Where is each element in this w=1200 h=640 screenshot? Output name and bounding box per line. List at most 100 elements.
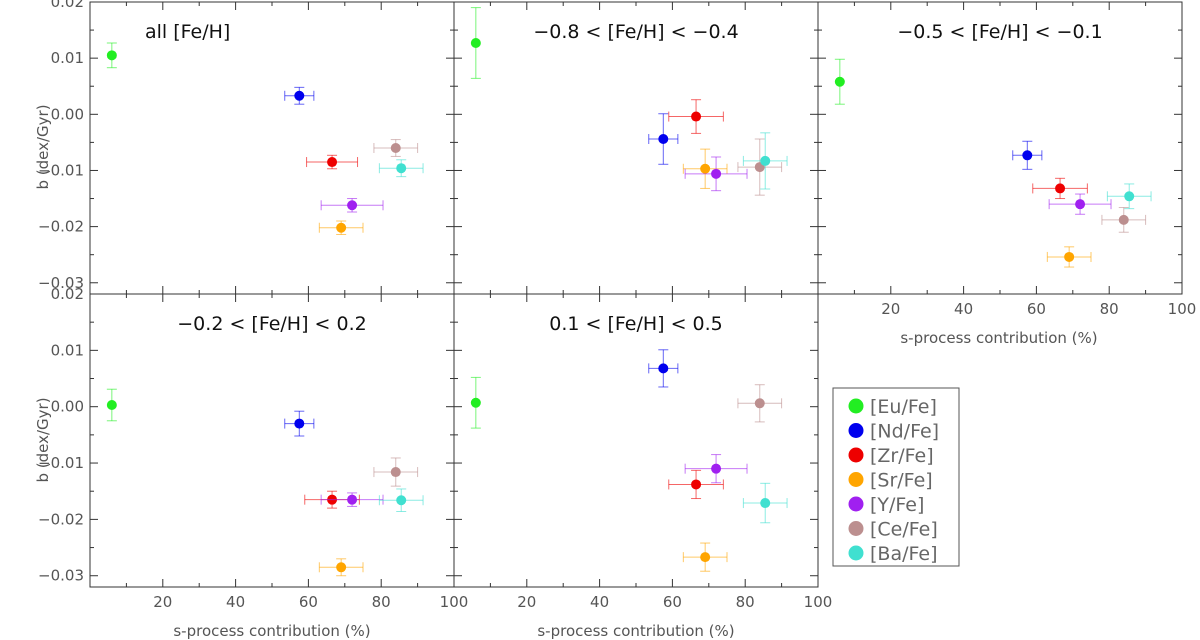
y-tick-label: −0.02 xyxy=(38,218,84,236)
panel-title: −0.5 < [Fe/H] < −0.1 xyxy=(897,21,1102,43)
data-marker xyxy=(658,363,669,374)
x-tick-label: 20 xyxy=(153,593,172,611)
panel-5: 20 40 60 80 100 0.1 < [Fe/H] < 0.5 xyxy=(453,293,832,611)
point-sr xyxy=(682,148,728,189)
y-axis-title-bottom: b (dex/Gyr) xyxy=(34,397,52,482)
point-ce xyxy=(373,139,419,157)
x-tick-label: 60 xyxy=(1027,300,1046,318)
point-eu xyxy=(834,58,845,105)
panels-layer: 0.02 0.01 0.00 −0.01 −0.02 −0.03 all [Fe/H] −0.… xyxy=(38,0,1196,611)
legend-item: [Eu/Fe] xyxy=(848,396,937,418)
data-marker xyxy=(1124,191,1135,202)
panel-4: 20 40 60 80 100 0.02 0.01 0.00 −0.01 −0.02 −0.03 −0… xyxy=(38,285,468,611)
legend-label: [Zr/Fe] xyxy=(870,445,934,467)
y-tick-label: 0.00 xyxy=(51,105,84,123)
point-zr xyxy=(668,99,724,134)
x-axis-title-panel-4: s-process contribution (%) xyxy=(173,622,370,640)
data-marker xyxy=(1022,150,1033,161)
y-tick-label: −0.01 xyxy=(38,161,84,179)
point-ce xyxy=(1101,207,1147,233)
data-marker xyxy=(470,397,481,408)
point-zr xyxy=(1032,177,1088,200)
legend-item: [Nd/Fe] xyxy=(848,421,939,443)
x-tick-label: 40 xyxy=(226,593,245,611)
legend-swatch xyxy=(848,496,864,512)
legend-swatch xyxy=(848,545,864,561)
y-axis-title-top: b (dex/Gyr) xyxy=(34,104,52,189)
x-tick-label: 100 xyxy=(1168,300,1197,318)
legend-swatch xyxy=(848,423,864,438)
legend-swatch xyxy=(848,447,864,463)
legend-swatch xyxy=(848,521,864,536)
legend-swatch xyxy=(848,398,864,414)
point-ba xyxy=(378,159,424,178)
y-tick-label: 0.01 xyxy=(51,49,84,67)
data-marker xyxy=(760,498,771,509)
y-tick-label: 0.02 xyxy=(51,285,84,303)
legend-item: [Y/Fe] xyxy=(848,494,924,516)
data-marker xyxy=(294,90,305,101)
x-axis-title-panel-3: s-process contribution (%) xyxy=(900,329,1097,347)
panel-2: −0.8 < [Fe/H] < −0.4 xyxy=(453,1,819,295)
axis-titles: b (dex/Gyr) b (dex/Gyr) s-process contri… xyxy=(34,104,1098,640)
data-marker xyxy=(760,155,771,166)
x-tick-label: 80 xyxy=(736,593,755,611)
x-tick-label: 60 xyxy=(663,593,682,611)
legend: [Eu/Fe] [Nd/Fe][Zr/Fe] [Sr/Fe][Y/Fe] [Ce/Fe… xyxy=(832,387,960,567)
point-ce xyxy=(737,138,783,196)
data-marker xyxy=(700,163,711,174)
panel-frame xyxy=(453,1,819,295)
x-tick-label: 40 xyxy=(954,300,973,318)
x-tick-label: 80 xyxy=(372,593,391,611)
point-y xyxy=(684,156,748,192)
legend-item: [Ba/Fe] xyxy=(848,543,937,565)
x-tick-label: 60 xyxy=(299,593,318,611)
point-zr xyxy=(668,469,724,500)
point-nd xyxy=(284,86,315,105)
legend-label: [Ce/Fe] xyxy=(870,519,938,541)
data-marker xyxy=(711,168,722,179)
legend-item: [Zr/Fe] xyxy=(848,445,934,467)
point-zr xyxy=(306,154,359,170)
x-tick-label: 20 xyxy=(517,593,536,611)
x-tick-label: 20 xyxy=(881,300,900,318)
y-tick-label: −0.02 xyxy=(38,510,84,528)
data-marker xyxy=(711,463,722,474)
point-nd xyxy=(648,349,679,388)
y-tick-label: −0.03 xyxy=(38,567,84,585)
data-marker xyxy=(691,111,702,122)
data-marker xyxy=(327,157,338,168)
y-tick-label: 0.02 xyxy=(51,0,84,11)
legend-label: [Ba/Fe] xyxy=(870,543,937,565)
data-marker xyxy=(390,143,401,153)
y-tick-label: −0.03 xyxy=(38,274,84,292)
point-eu xyxy=(470,7,481,79)
data-marker xyxy=(470,37,481,48)
panel-title: −0.2 < [Fe/H] < 0.2 xyxy=(177,313,366,335)
point-y xyxy=(684,454,748,484)
point-sr xyxy=(318,220,364,235)
data-marker xyxy=(347,494,358,505)
point-nd xyxy=(648,113,679,165)
data-marker xyxy=(658,134,669,145)
panel-3: 20 40 60 80 100 −0.5 < [Fe/H] < −0.1 xyxy=(817,1,1197,318)
legend-label: [Y/Fe] xyxy=(870,494,924,516)
point-sr xyxy=(682,542,728,572)
data-marker xyxy=(1055,183,1066,194)
legend-label: [Nd/Fe] xyxy=(870,421,939,443)
point-ba xyxy=(742,482,788,524)
panel-frame xyxy=(89,293,455,588)
data-marker xyxy=(106,400,117,411)
data-marker xyxy=(347,200,358,211)
legend-label: [Sr/Fe] xyxy=(870,470,933,492)
y-tick-label: 0.00 xyxy=(51,398,84,416)
data-marker xyxy=(691,479,702,490)
point-sr xyxy=(318,558,364,577)
legend-item: [Ce/Fe] xyxy=(848,519,938,541)
point-ba xyxy=(742,132,788,190)
data-marker xyxy=(834,76,845,87)
panel-title: −0.8 < [Fe/H] < −0.4 xyxy=(533,21,738,43)
data-marker xyxy=(1064,251,1075,262)
y-tick-label: −0.01 xyxy=(38,454,84,472)
